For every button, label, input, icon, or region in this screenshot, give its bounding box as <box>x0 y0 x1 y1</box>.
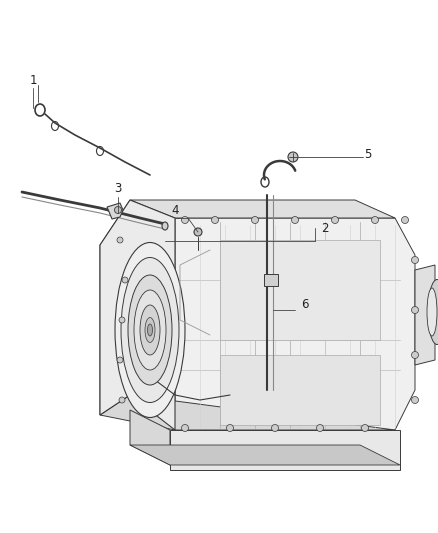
Text: 1: 1 <box>29 74 37 86</box>
Circle shape <box>181 216 188 223</box>
Circle shape <box>288 152 298 162</box>
Circle shape <box>402 216 409 223</box>
Circle shape <box>212 216 219 223</box>
Circle shape <box>317 424 324 432</box>
Circle shape <box>272 424 279 432</box>
Text: 5: 5 <box>364 149 372 161</box>
Circle shape <box>332 216 339 223</box>
Polygon shape <box>100 200 130 415</box>
Text: 2: 2 <box>321 222 329 235</box>
Circle shape <box>117 237 123 243</box>
Polygon shape <box>100 395 395 430</box>
Polygon shape <box>100 200 175 430</box>
Circle shape <box>411 397 418 403</box>
Ellipse shape <box>428 279 438 344</box>
Polygon shape <box>220 240 380 340</box>
Polygon shape <box>130 200 395 218</box>
Circle shape <box>119 397 125 403</box>
Polygon shape <box>130 410 170 465</box>
Circle shape <box>181 424 188 432</box>
Ellipse shape <box>134 290 166 370</box>
Polygon shape <box>415 265 435 365</box>
Circle shape <box>122 277 128 283</box>
Polygon shape <box>175 218 415 430</box>
Circle shape <box>114 206 121 214</box>
Circle shape <box>251 216 258 223</box>
Polygon shape <box>130 445 400 465</box>
Text: 6: 6 <box>301 298 309 311</box>
Ellipse shape <box>162 222 168 230</box>
Circle shape <box>226 424 233 432</box>
Ellipse shape <box>427 288 437 336</box>
Text: 4: 4 <box>171 204 179 216</box>
Polygon shape <box>170 430 400 470</box>
Circle shape <box>371 216 378 223</box>
Circle shape <box>119 317 125 323</box>
Circle shape <box>411 351 418 359</box>
Polygon shape <box>107 203 123 219</box>
Circle shape <box>292 216 299 223</box>
Text: 3: 3 <box>114 182 122 195</box>
Polygon shape <box>264 274 278 286</box>
Ellipse shape <box>128 275 172 385</box>
Circle shape <box>411 306 418 313</box>
Circle shape <box>361 424 368 432</box>
Circle shape <box>117 357 123 363</box>
Ellipse shape <box>140 305 160 355</box>
Polygon shape <box>220 355 380 425</box>
Ellipse shape <box>148 324 152 336</box>
Circle shape <box>411 256 418 263</box>
Ellipse shape <box>115 243 185 417</box>
Ellipse shape <box>145 318 155 343</box>
Ellipse shape <box>121 257 179 402</box>
Circle shape <box>194 228 202 236</box>
